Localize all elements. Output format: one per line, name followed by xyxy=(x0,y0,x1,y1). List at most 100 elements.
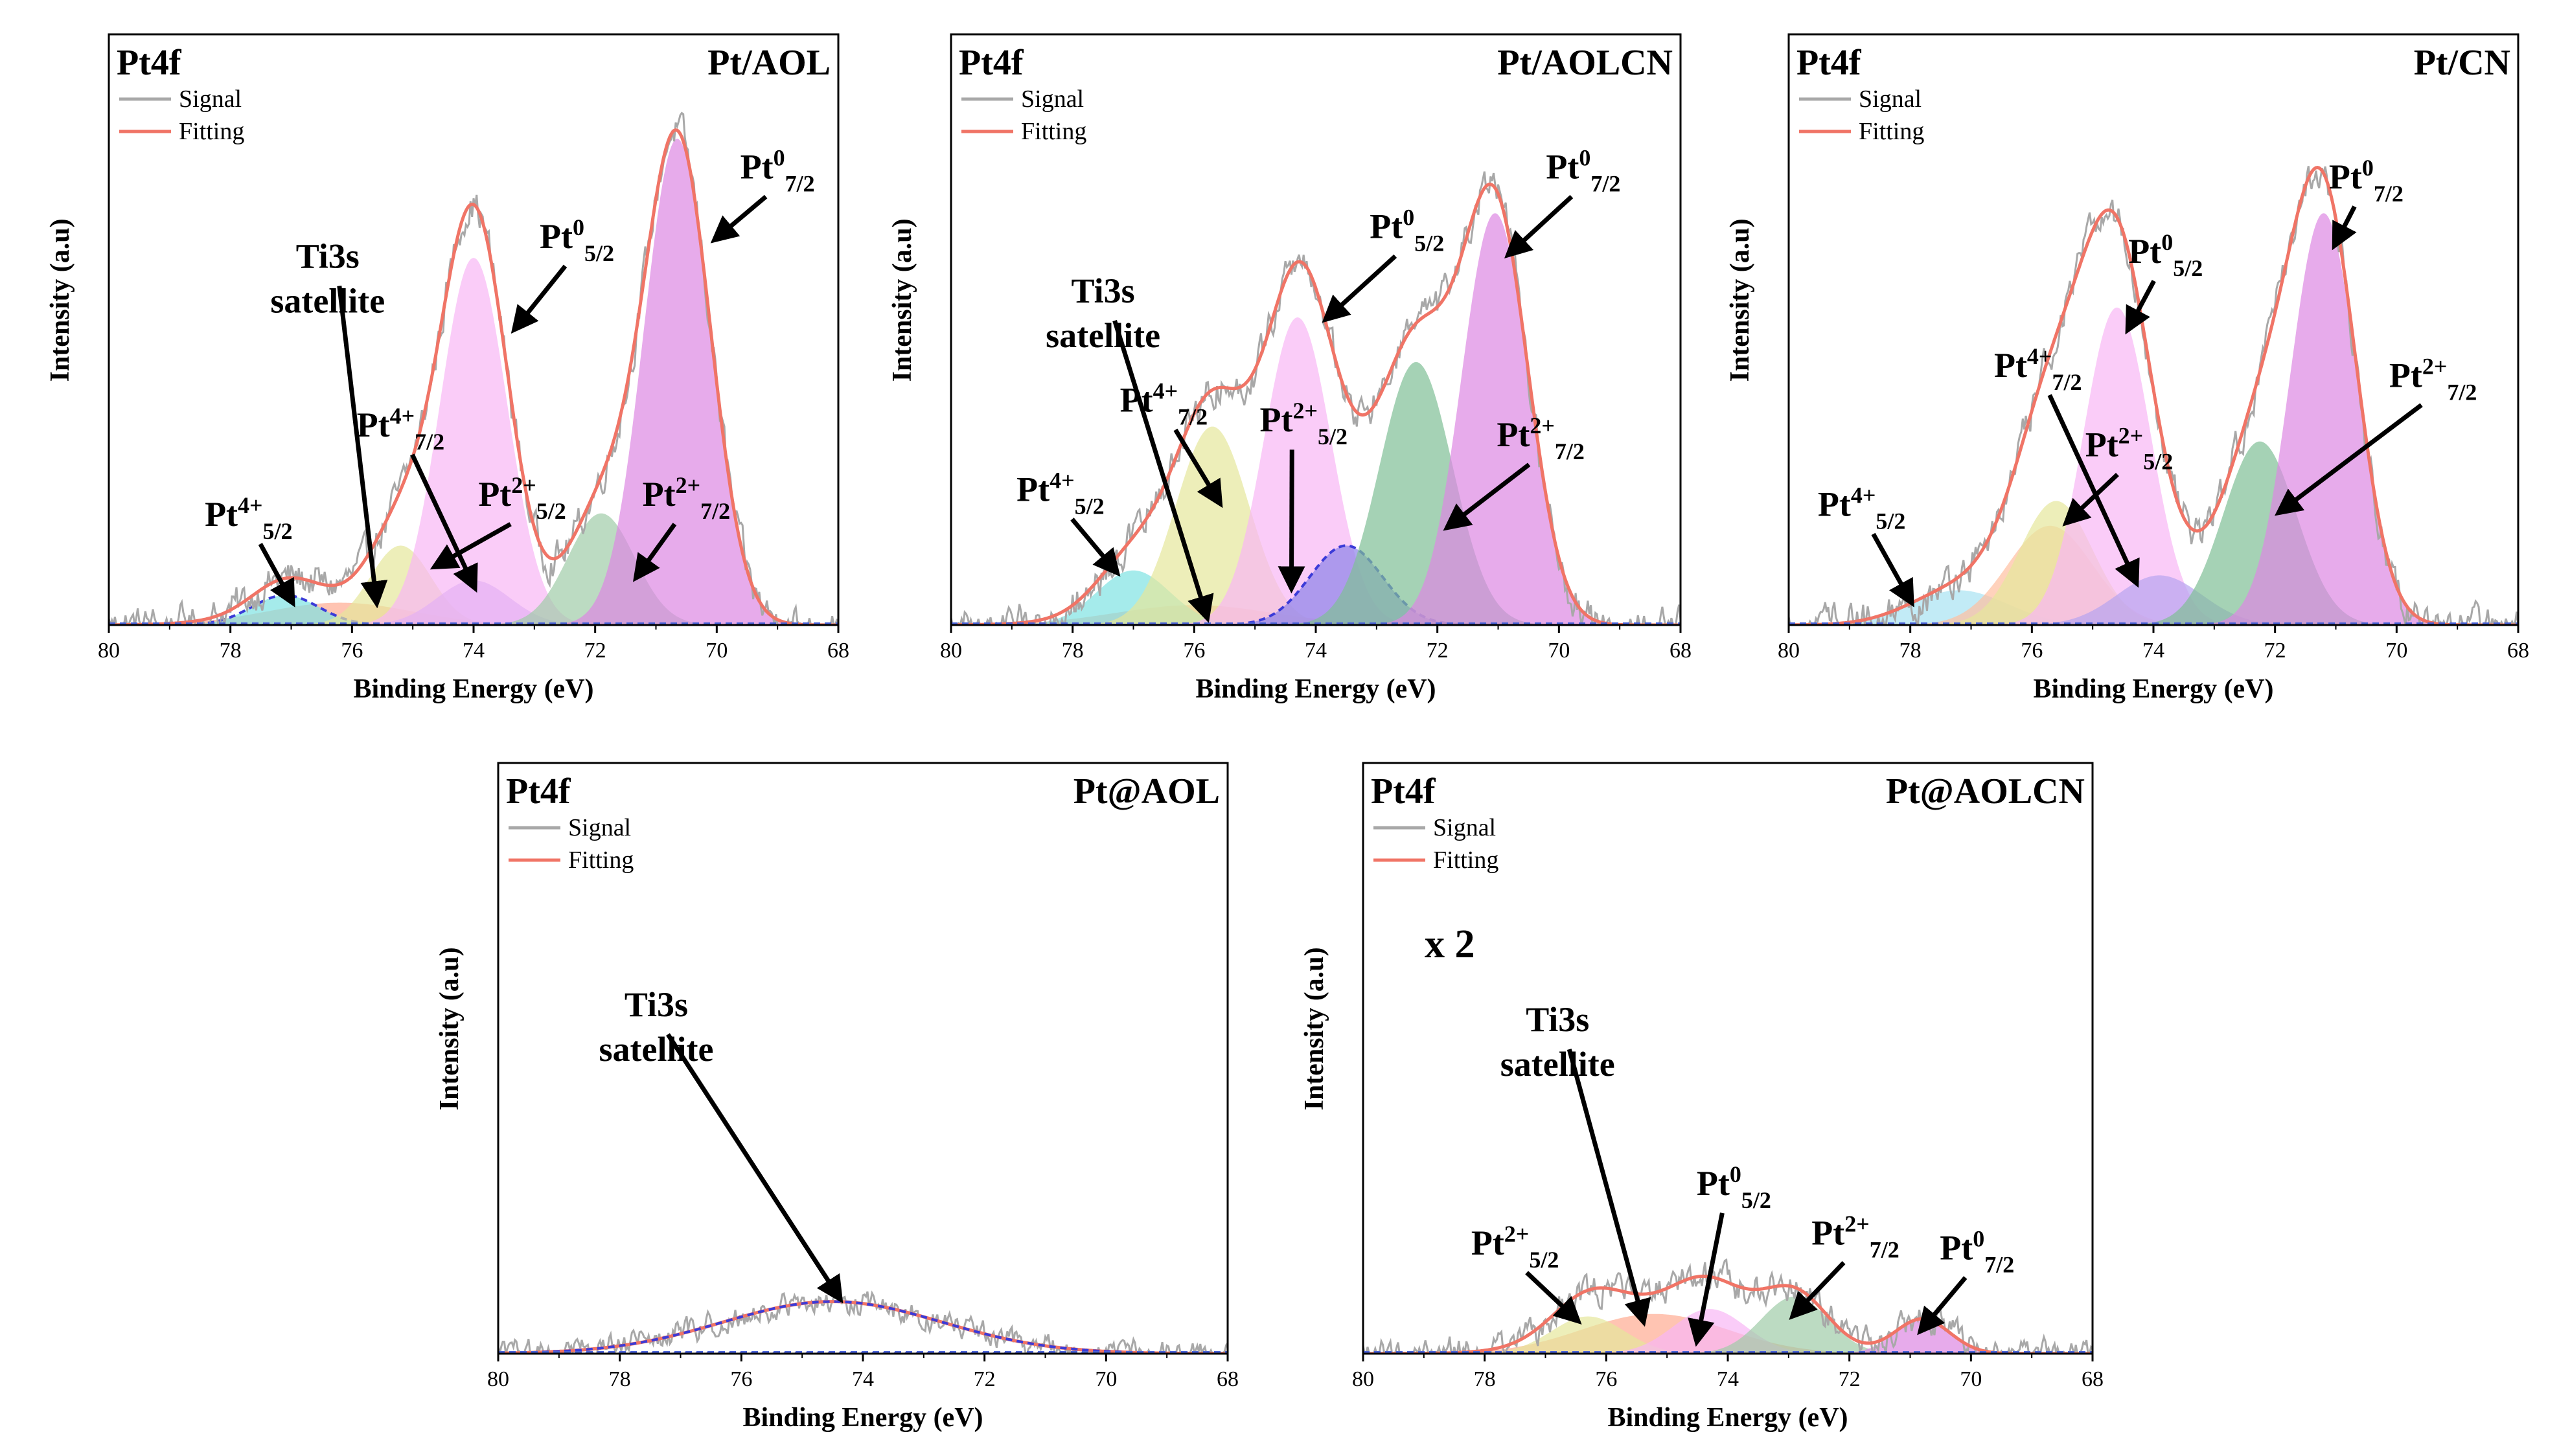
annotation-label: Ti3s xyxy=(1526,1000,1589,1039)
annotation-label: Ti3s xyxy=(1072,271,1135,310)
x-tick-label: 68 xyxy=(1670,639,1692,663)
x-tick-label: 74 xyxy=(1717,1367,1739,1391)
annotation-arrow xyxy=(2047,394,2140,588)
annotation-arrow xyxy=(666,1033,843,1304)
x-tick-label: 70 xyxy=(2385,639,2407,663)
annotation-arrow xyxy=(1917,1276,1968,1336)
x-tick-label: 74 xyxy=(852,1367,874,1391)
x-tick-label: 72 xyxy=(584,639,606,663)
x-tick-label: 70 xyxy=(1095,1367,1117,1391)
x-tick-label: 80 xyxy=(98,639,120,663)
y-axis-label: Intensity (a.u) xyxy=(1725,218,1755,381)
chart-title: Pt@AOLCN xyxy=(1886,771,2085,812)
x-tick-label: 70 xyxy=(706,639,728,663)
annotation-arrow xyxy=(1504,194,1574,258)
x-tick-label: 68 xyxy=(2082,1367,2104,1391)
x-axis-label: Binding Energy (eV) xyxy=(1607,1403,1848,1433)
annotation-arrow xyxy=(1173,428,1223,508)
corner-label: Pt4f xyxy=(1371,771,1436,812)
annotation-label: Pt2+5/2 xyxy=(2085,423,2174,475)
plot-area xyxy=(1363,1258,2093,1354)
legend-label-signal: Signal xyxy=(1859,85,1922,113)
annotation-label: Pt4+5/2 xyxy=(1016,467,1105,519)
annotation-label: Pt07/2 xyxy=(2329,155,2404,207)
annotation-arrow xyxy=(1789,1261,1846,1320)
annotation-arrow xyxy=(258,543,295,608)
legend-label-fitting: Fitting xyxy=(179,118,244,145)
corner-label: Pt4f xyxy=(117,43,182,83)
annotation-label: Pt2+7/2 xyxy=(2389,353,2477,405)
x-tick-label: 70 xyxy=(1960,1367,1982,1391)
annotation-label: Pt2+7/2 xyxy=(643,472,731,524)
plot-area xyxy=(1789,166,2518,625)
y-axis-label: Intensity (a.u) xyxy=(435,947,465,1110)
x-tick-label: 80 xyxy=(1352,1367,1374,1391)
legend-label-signal: Signal xyxy=(1021,85,1084,113)
annotation-arrow xyxy=(511,264,568,334)
corner-label: Pt4f xyxy=(506,771,571,812)
annotation-arrow xyxy=(2125,280,2156,335)
fitting-line xyxy=(951,183,1681,625)
annotation-arrow xyxy=(1688,1212,1725,1347)
annotation-label: Pt4+5/2 xyxy=(205,492,293,544)
legend-label-signal: Signal xyxy=(179,85,242,113)
annotation-arrow xyxy=(1566,1049,1651,1327)
annotation-arrow xyxy=(1112,320,1214,623)
x-tick-label: 72 xyxy=(2264,639,2286,663)
annotation-label: Pt05/2 xyxy=(2128,229,2203,281)
annotation-arrow xyxy=(1871,532,1914,608)
x-tick-label: 68 xyxy=(2507,639,2529,663)
chart-panel-5: 80 78 76 74 72 70 68 Binding Energy (eV) Intensi… xyxy=(1300,762,2104,1433)
x-tick-label: 78 xyxy=(1062,639,1084,663)
chart-panel-4: 80 78 76 74 72 70 68 Binding Energy (eV) Intensi… xyxy=(435,762,1239,1433)
annotation-label: Pt05/2 xyxy=(540,214,614,266)
x-tick-label: 70 xyxy=(1548,639,1570,663)
x-tick-label: 72 xyxy=(1427,639,1449,663)
chart-title: Pt/CN xyxy=(2414,43,2510,83)
chart-panel-1: 80 78 76 74 72 70 68 Binding Energy (eV) Intensi… xyxy=(45,33,849,704)
annotation-label: Pt05/2 xyxy=(1697,1161,1771,1213)
legend-label-fitting: Fitting xyxy=(1433,847,1498,874)
annotation-arrow xyxy=(430,522,512,570)
chart-title: Pt/AOL xyxy=(707,43,831,83)
annotation-label: Pt4+7/2 xyxy=(357,403,445,455)
annotation-arrow xyxy=(337,286,388,609)
legend-label-fitting: Fitting xyxy=(1021,118,1086,145)
annotation-label: Pt05/2 xyxy=(1370,204,1444,256)
x-tick-label: 72 xyxy=(974,1367,996,1391)
annotation-label: Pt2+5/2 xyxy=(478,472,566,524)
annotation-label: Pt2+7/2 xyxy=(1811,1211,1899,1262)
annotation-arrow xyxy=(2062,472,2119,527)
peak-pt0-5-2 xyxy=(1363,1309,2093,1354)
peak-pt0-7-2 xyxy=(1789,213,2518,625)
peak-pt0-7-2 xyxy=(1363,1319,2093,1354)
y-axis-label: Intensity (a.u) xyxy=(1300,947,1329,1110)
annotation-label: Pt2+5/2 xyxy=(1471,1221,1559,1273)
annotation-label: Pt4+5/2 xyxy=(1818,482,1906,534)
x-tick-label: 72 xyxy=(1839,1367,1861,1391)
annotation-arrow xyxy=(1525,1271,1582,1325)
x-axis-label: Binding Energy (eV) xyxy=(1195,674,1436,704)
corner-label: Pt4f xyxy=(959,43,1024,83)
x-tick-label: 80 xyxy=(487,1367,509,1391)
x-axis-label: Binding Energy (eV) xyxy=(742,1403,983,1433)
x-tick-label: 76 xyxy=(2021,639,2043,663)
annotation-label: satellite xyxy=(1046,316,1160,355)
x-tick-label: 74 xyxy=(2142,639,2164,663)
plot-area xyxy=(498,1289,1228,1354)
chart-panel-3: 80 78 76 74 72 70 68 Binding Energy (eV) Intensi… xyxy=(1725,33,2529,704)
legend-label-fitting: Fitting xyxy=(568,847,634,874)
annotation-arrow xyxy=(1443,462,1531,531)
annotation-arrow xyxy=(2332,205,2357,251)
peak-pt0-7-2 xyxy=(951,213,1681,625)
signal-line xyxy=(1363,1258,2093,1354)
annotation-arrow xyxy=(2274,403,2423,516)
chart-panel-2: 80 78 76 74 72 70 68 Binding Energy (eV) Intensi… xyxy=(888,33,1692,704)
annotation-label: Pt07/2 xyxy=(1940,1225,2014,1277)
legend-label-signal: Signal xyxy=(1433,814,1496,841)
plot-area xyxy=(951,171,1681,625)
x-tick-label: 76 xyxy=(1595,1367,1617,1391)
chart-title: Pt/AOLCN xyxy=(1497,43,1673,83)
annotation-arrow xyxy=(710,194,768,244)
peak-pt2-5-2 xyxy=(951,544,1681,625)
